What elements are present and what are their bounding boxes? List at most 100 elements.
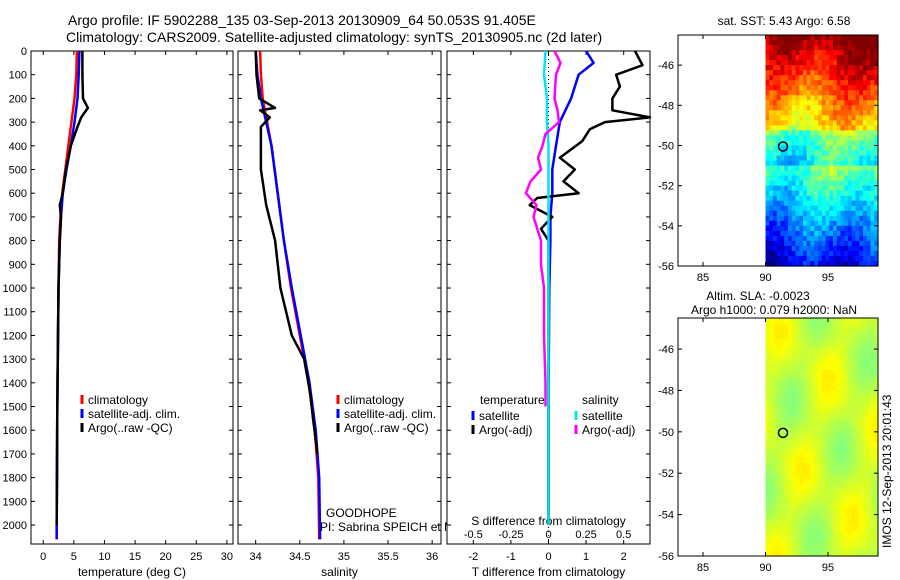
heatmap-cell bbox=[840, 145, 845, 152]
heatmap-cell bbox=[788, 210, 793, 217]
heatmap-cell bbox=[825, 421, 830, 428]
heatmap-cell bbox=[814, 349, 819, 355]
heatmap-cell bbox=[769, 478, 774, 485]
heatmap-cell bbox=[825, 45, 830, 51]
heatmap-cell bbox=[791, 60, 797, 66]
heatmap-cell bbox=[803, 210, 808, 217]
heatmap-cell bbox=[776, 550, 782, 557]
heatmap-cell bbox=[848, 421, 853, 428]
heatmap-cell bbox=[806, 75, 812, 81]
heatmap-cell bbox=[799, 426, 804, 433]
heatmap-cell bbox=[859, 468, 864, 474]
heatmap-cell bbox=[810, 155, 815, 162]
heatmap-cell bbox=[851, 240, 857, 247]
heatmap-cell bbox=[859, 205, 864, 212]
heatmap-cell bbox=[814, 165, 819, 172]
y-tick-label: 1700 bbox=[3, 449, 27, 461]
heatmap-cell bbox=[840, 95, 845, 101]
heatmap-cell bbox=[821, 230, 827, 237]
heatmap-cell bbox=[803, 75, 808, 81]
heatmap-cell bbox=[848, 354, 853, 360]
heatmap-cell bbox=[814, 75, 819, 81]
heatmap-cell bbox=[803, 364, 808, 371]
heatmap-cell bbox=[780, 431, 785, 438]
heatmap-cell bbox=[795, 395, 800, 402]
heatmap-cell bbox=[825, 385, 830, 392]
heatmap-cell bbox=[859, 45, 864, 51]
heatmap-cell bbox=[848, 55, 853, 61]
heatmap-cell bbox=[780, 478, 785, 485]
legend-label: satellite bbox=[479, 409, 520, 423]
heatmap-cell bbox=[791, 530, 797, 536]
heatmap-cell bbox=[833, 80, 838, 86]
heatmap-cell bbox=[840, 120, 845, 126]
heatmap-cell bbox=[829, 240, 834, 247]
heatmap-cell bbox=[833, 170, 838, 177]
heatmap-cell bbox=[863, 35, 868, 41]
heatmap-cell bbox=[773, 155, 778, 162]
heatmap-cell bbox=[825, 230, 830, 237]
heatmap-cell bbox=[788, 524, 793, 531]
heatmap-cell bbox=[814, 260, 819, 267]
heatmap-cell bbox=[833, 385, 838, 392]
heatmap-cell bbox=[795, 110, 800, 116]
argo-location-marker bbox=[777, 427, 789, 439]
heatmap-cell bbox=[840, 535, 845, 542]
heatmap-cell bbox=[829, 343, 834, 350]
heatmap-cell bbox=[780, 200, 785, 207]
heatmap-cell bbox=[806, 359, 812, 366]
heatmap-cell bbox=[799, 80, 804, 86]
heatmap-cell bbox=[821, 421, 827, 428]
heatmap-cell bbox=[866, 150, 872, 157]
heatmap-cell bbox=[791, 462, 797, 469]
heatmap-cell bbox=[765, 442, 770, 448]
heatmap-cell bbox=[866, 530, 872, 536]
heatmap-cell bbox=[821, 145, 827, 152]
heatmap-cell bbox=[818, 165, 823, 172]
heatmap-cell bbox=[788, 442, 793, 448]
heatmap-cell bbox=[810, 493, 815, 500]
heatmap-cell bbox=[855, 215, 860, 222]
heatmap-cell bbox=[780, 462, 785, 469]
heatmap-cell bbox=[825, 364, 830, 371]
heatmap-cell bbox=[848, 400, 853, 407]
heatmap-cell bbox=[848, 250, 853, 257]
heatmap-cell bbox=[866, 205, 872, 212]
heatmap-cell bbox=[784, 165, 789, 172]
heatmap-cell bbox=[799, 411, 804, 417]
heatmap-cell bbox=[855, 55, 860, 61]
heatmap-cell bbox=[851, 411, 857, 417]
heatmap-cell bbox=[851, 468, 857, 474]
x-tick-label: 34 bbox=[250, 551, 262, 563]
heatmap-cell bbox=[859, 230, 864, 237]
heatmap-cell bbox=[836, 160, 842, 167]
heatmap-cell bbox=[844, 205, 849, 212]
x-tick-label: 95 bbox=[822, 272, 834, 284]
heatmap-cell bbox=[851, 150, 857, 157]
heatmap-cell bbox=[765, 160, 770, 167]
heatmap-cell bbox=[833, 499, 838, 505]
heatmap-cell bbox=[840, 125, 845, 132]
heatmap-cell bbox=[806, 493, 812, 500]
heatmap-cell bbox=[863, 115, 868, 121]
heatmap-cell bbox=[825, 442, 830, 448]
heatmap-cell bbox=[795, 175, 800, 182]
heatmap-cell bbox=[814, 519, 819, 526]
heatmap-cell bbox=[855, 205, 860, 212]
heatmap-cell bbox=[780, 405, 785, 412]
heatmap-cell bbox=[814, 374, 819, 381]
heatmap-cell bbox=[788, 349, 793, 355]
heatmap-cell bbox=[799, 210, 804, 217]
heatmap-cell bbox=[799, 230, 804, 237]
heatmap-cell bbox=[788, 80, 793, 86]
heatmap-cell bbox=[773, 40, 778, 46]
heatmap-cell bbox=[773, 255, 778, 262]
heatmap-cell bbox=[776, 100, 782, 106]
heatmap-cell bbox=[833, 165, 838, 172]
heatmap-cell bbox=[833, 250, 838, 257]
heatmap-cell bbox=[818, 421, 823, 428]
heatmap-cell bbox=[829, 535, 834, 542]
heatmap-cell bbox=[803, 411, 808, 417]
heatmap-cell bbox=[769, 65, 774, 71]
heatmap-cell bbox=[791, 120, 797, 126]
